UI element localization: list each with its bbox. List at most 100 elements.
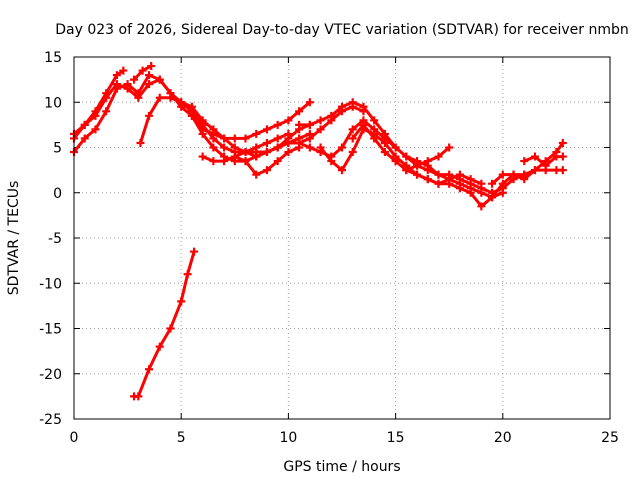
y-tick-label: -15 bbox=[39, 322, 62, 338]
data-point bbox=[509, 170, 518, 179]
data-point bbox=[477, 188, 486, 197]
data-point bbox=[402, 152, 411, 161]
data-point bbox=[166, 324, 175, 333]
data-point bbox=[209, 157, 218, 166]
data-point bbox=[520, 175, 529, 184]
data-point bbox=[136, 138, 145, 147]
data-point bbox=[134, 392, 143, 401]
x-tick-labels: 0 5 10 15 20 25 bbox=[70, 430, 619, 446]
x-tick-label: 5 bbox=[177, 430, 186, 446]
data-point bbox=[498, 188, 507, 197]
data-point bbox=[434, 170, 443, 179]
data-point bbox=[252, 170, 261, 179]
data-point bbox=[530, 166, 539, 175]
data-point bbox=[273, 143, 282, 152]
data-point bbox=[220, 157, 229, 166]
data-point bbox=[134, 89, 143, 98]
data-point bbox=[155, 75, 164, 84]
data-point bbox=[338, 166, 346, 175]
data-point bbox=[187, 111, 196, 120]
data-point bbox=[434, 152, 443, 161]
data-point bbox=[488, 193, 497, 202]
data-point bbox=[209, 143, 218, 152]
data-point bbox=[198, 152, 207, 161]
data-point bbox=[155, 93, 164, 102]
data-point bbox=[370, 116, 379, 125]
data-point bbox=[541, 161, 550, 170]
data-point bbox=[241, 157, 250, 166]
data-point bbox=[380, 148, 389, 157]
data-point bbox=[445, 175, 454, 184]
x-tick-label: 20 bbox=[494, 430, 512, 446]
data-point bbox=[198, 116, 207, 125]
data-point bbox=[183, 270, 192, 279]
data-point bbox=[273, 157, 282, 166]
data-point bbox=[558, 138, 567, 147]
data-point bbox=[177, 297, 186, 306]
data-point bbox=[316, 143, 325, 152]
data-point bbox=[284, 138, 293, 147]
data-point bbox=[145, 80, 154, 89]
data-point bbox=[262, 138, 271, 147]
data-point bbox=[130, 75, 139, 84]
data-point bbox=[488, 179, 497, 188]
data-point bbox=[220, 143, 229, 152]
data-point bbox=[466, 175, 475, 184]
data-point bbox=[155, 342, 164, 351]
data-point bbox=[455, 184, 464, 193]
y-axis-label: SDTVAR / TECUs bbox=[6, 181, 22, 296]
y-tick-label: -10 bbox=[39, 276, 62, 292]
data-point bbox=[477, 202, 486, 211]
data-point bbox=[327, 157, 336, 166]
data-point bbox=[190, 247, 199, 256]
data-point bbox=[187, 102, 196, 111]
data-point bbox=[558, 166, 567, 175]
data-point bbox=[295, 107, 304, 116]
data-point bbox=[316, 125, 325, 134]
data-point bbox=[123, 80, 132, 89]
chart-title: Day 023 of 2026, Sidereal Day-to-day VTE… bbox=[55, 22, 629, 38]
data-point bbox=[209, 125, 218, 134]
data-point bbox=[252, 129, 261, 138]
y-tick-label: -5 bbox=[48, 231, 62, 247]
data-point bbox=[220, 134, 229, 143]
data-point bbox=[80, 120, 89, 129]
data-point bbox=[166, 93, 175, 102]
data-point bbox=[305, 143, 314, 152]
data-point bbox=[413, 170, 422, 179]
data-point bbox=[262, 125, 271, 134]
x-tick-label: 0 bbox=[70, 430, 79, 446]
data-point bbox=[273, 120, 282, 129]
data-point bbox=[91, 107, 100, 116]
data-point bbox=[466, 188, 475, 197]
data-point bbox=[252, 148, 261, 157]
data-point bbox=[316, 116, 325, 125]
data-point bbox=[380, 138, 389, 147]
y-tick-label: 10 bbox=[44, 95, 62, 111]
x-axis-label: GPS time / hours bbox=[283, 459, 400, 475]
data-point bbox=[305, 120, 314, 129]
data-point bbox=[102, 89, 111, 98]
data-point bbox=[230, 143, 239, 152]
data-point bbox=[327, 111, 336, 120]
y-tick-label: 15 bbox=[44, 50, 62, 66]
y-tick-label: -20 bbox=[39, 367, 62, 383]
data-point bbox=[348, 148, 357, 157]
y-tick-labels: -25 -20 -15 -10 -5 0 5 10 15 bbox=[39, 50, 62, 428]
data-point bbox=[423, 175, 432, 184]
data-point bbox=[305, 98, 314, 107]
y-tick-label: -25 bbox=[39, 412, 62, 428]
data-point bbox=[445, 143, 454, 152]
data-point bbox=[305, 129, 314, 138]
data-point bbox=[230, 134, 239, 143]
data-point bbox=[145, 365, 154, 374]
data-point bbox=[241, 148, 250, 157]
data-point bbox=[209, 134, 218, 143]
data-series bbox=[70, 62, 567, 401]
data-point bbox=[348, 98, 357, 107]
data-point bbox=[147, 62, 156, 71]
data-point bbox=[455, 170, 464, 179]
data-point bbox=[477, 179, 486, 188]
data-point bbox=[138, 66, 147, 75]
